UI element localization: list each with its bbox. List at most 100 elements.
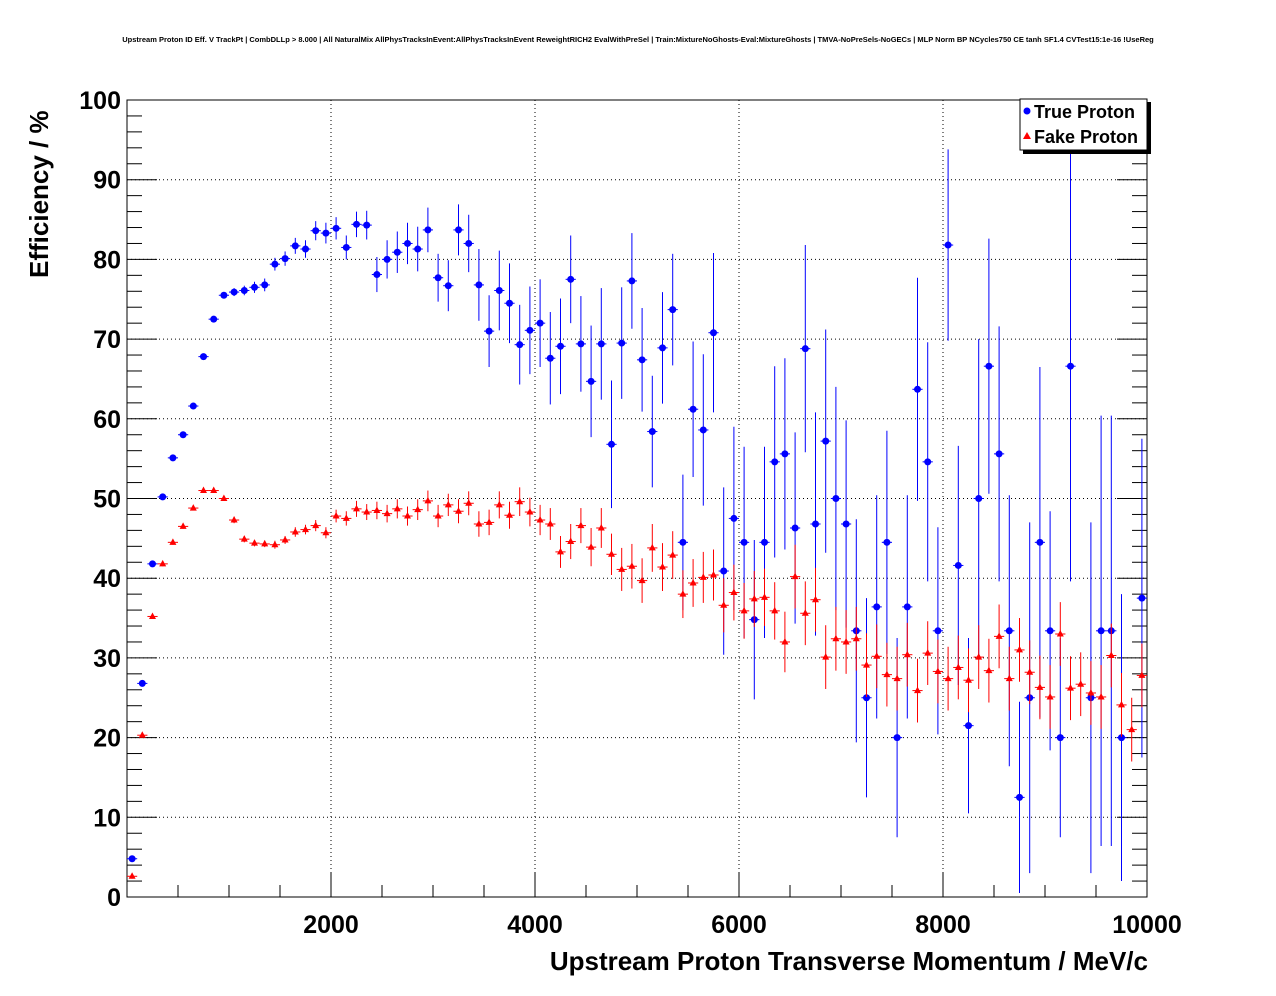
true-proton-point	[261, 281, 269, 289]
true-proton-point	[710, 329, 717, 337]
true-proton-point	[648, 428, 656, 436]
true-proton-point	[618, 339, 626, 347]
true-proton-point	[567, 275, 575, 283]
fake-proton-point	[444, 500, 452, 508]
legend-true-proton-marker	[1023, 107, 1031, 115]
true-proton-point	[842, 520, 850, 528]
fake-proton-point	[271, 540, 279, 548]
true-proton-point	[812, 520, 819, 528]
fake-proton-point	[1077, 680, 1085, 687]
true-proton-point	[240, 286, 248, 294]
true-proton-point	[434, 274, 442, 282]
fake-proton-point	[587, 543, 595, 550]
fake-proton-point	[1107, 651, 1115, 659]
fake-proton-point	[210, 486, 218, 494]
legend: True Proton Fake Proton	[1019, 98, 1151, 154]
fake-proton-point	[638, 576, 646, 584]
fake-proton-point	[485, 518, 493, 525]
fake-proton-point	[679, 590, 687, 597]
fake-proton-point	[985, 666, 993, 674]
fake-proton-point	[414, 505, 422, 513]
fake-proton-point	[1067, 684, 1074, 691]
fake-proton-point	[353, 504, 360, 512]
fake-proton-point	[516, 497, 524, 505]
fake-proton-point	[659, 563, 666, 570]
true-proton-point	[200, 353, 207, 361]
true-proton-point	[291, 242, 299, 250]
true-proton-point	[332, 224, 340, 232]
fake-proton-point	[832, 634, 840, 642]
fake-proton-point	[455, 507, 462, 514]
fake-proton-point	[1056, 629, 1064, 637]
true-proton-point	[475, 281, 483, 289]
fake-proton-point	[159, 559, 167, 567]
true-proton-point	[873, 603, 881, 611]
fake-proton-point	[893, 674, 901, 682]
x-tick-label: 10000	[1112, 911, 1182, 939]
true-proton-point	[557, 342, 564, 350]
fake-proton-point	[608, 550, 615, 557]
true-proton-point	[353, 220, 360, 228]
fake-proton-point	[648, 543, 656, 551]
fake-proton-point	[230, 516, 238, 523]
fake-proton-point	[628, 562, 636, 569]
fake-proton-point	[179, 522, 187, 529]
y-tick-label: 10	[93, 804, 121, 832]
true-proton-point	[169, 454, 177, 462]
true-proton-point	[424, 226, 432, 234]
true-proton-point	[342, 243, 350, 251]
true-proton-point	[801, 345, 809, 353]
true-proton-point	[975, 495, 983, 502]
true-proton-point	[302, 245, 309, 253]
true-proton-point	[761, 538, 768, 546]
fake-proton-point	[944, 674, 952, 682]
series-true-proton	[127, 149, 1147, 894]
fake-proton-point	[710, 571, 717, 578]
x-axis-label: Upstream Proton Transverse Momentum / Me…	[550, 946, 1148, 976]
true-proton-point	[506, 299, 513, 307]
true-proton-point	[1005, 627, 1013, 635]
fake-proton-point	[281, 535, 289, 543]
true-proton-point	[954, 561, 962, 569]
fake-proton-point	[322, 528, 330, 536]
fake-proton-point	[1046, 692, 1054, 700]
true-proton-point	[526, 326, 534, 334]
fake-proton-point	[475, 520, 483, 527]
y-tick-label: 50	[93, 486, 121, 514]
fake-proton-point	[1036, 683, 1044, 690]
true-proton-point	[669, 306, 677, 314]
fake-proton-point	[995, 632, 1003, 639]
true-proton-point	[1138, 594, 1146, 602]
legend-true-proton-label: True Proton	[1034, 102, 1135, 122]
y-tick-label: 80	[93, 246, 121, 274]
true-proton-point	[577, 340, 585, 348]
true-proton-point	[832, 495, 840, 502]
fake-proton-point	[750, 594, 758, 602]
fake-proton-point	[852, 634, 860, 642]
true-proton-point	[128, 855, 136, 863]
true-proton-point	[771, 458, 779, 466]
true-proton-point	[414, 245, 422, 253]
true-proton-point	[149, 560, 156, 568]
fake-proton-point	[954, 663, 962, 670]
x-tick-label: 4000	[507, 911, 563, 939]
true-proton-point	[1046, 627, 1054, 635]
true-proton-point	[965, 722, 972, 730]
true-proton-point	[944, 241, 952, 249]
fake-proton-point	[1005, 674, 1013, 682]
x-tick-label: 6000	[711, 911, 767, 939]
fake-proton-point	[740, 606, 748, 614]
true-proton-point	[383, 255, 391, 263]
fake-proton-point	[169, 538, 177, 545]
chart-title: Upstream Proton ID Eff. V TrackPt | Comb…	[122, 35, 1154, 44]
true-proton-point	[720, 567, 728, 575]
fake-proton-point	[128, 872, 136, 879]
y-tick-label: 40	[93, 565, 121, 593]
true-proton-point	[189, 402, 197, 410]
y-tick-label: 60	[93, 406, 121, 434]
true-proton-point	[546, 354, 554, 362]
true-proton-point	[1118, 734, 1125, 742]
fake-proton-point	[200, 486, 207, 494]
true-proton-point	[914, 385, 921, 393]
x-tick-label: 8000	[915, 911, 971, 939]
